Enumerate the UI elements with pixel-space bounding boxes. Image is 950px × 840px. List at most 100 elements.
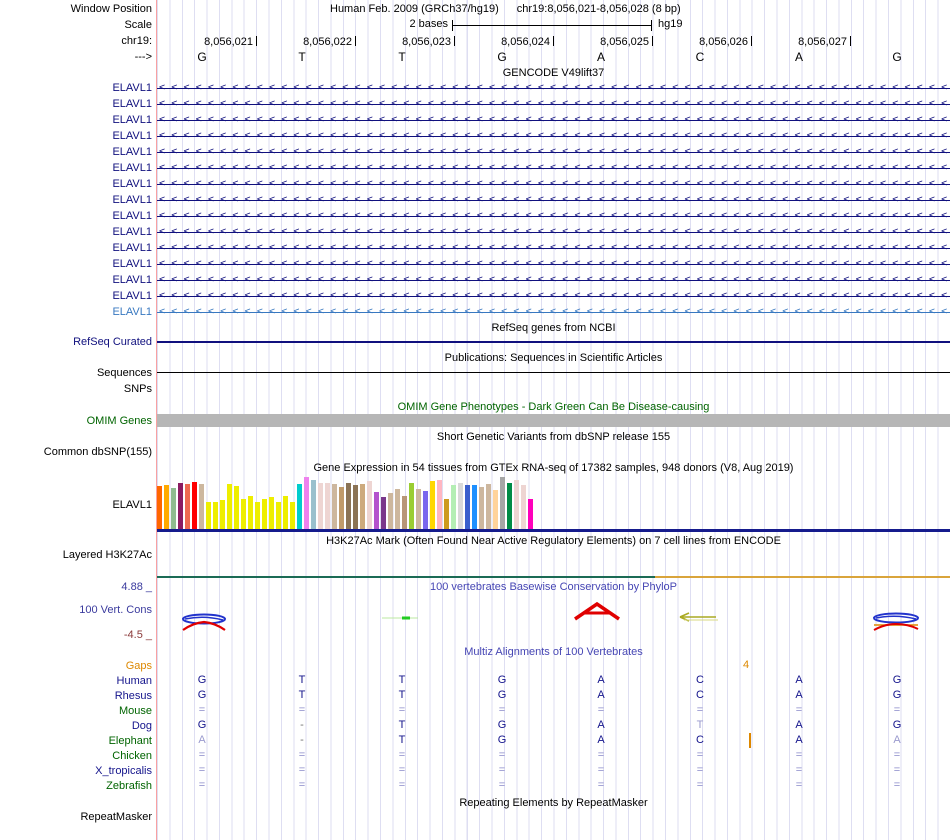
gtex-tissue-bar [276,502,281,529]
gene-transcript-row[interactable]: <<<<<<<<<<<<<<<<<<<<<<<<<<<<<<<<<<<<<<<<… [157,96,950,112]
alignment-base-mouse: = [893,704,901,716]
alignment-base-x_tropicalis: = [398,764,406,776]
gene-transcript-row[interactable]: <<<<<<<<<<<<<<<<<<<<<<<<<<<<<<<<<<<<<<<<… [157,208,950,224]
transcript-line [157,248,950,249]
cons-min-value[interactable]: -4.5 _ [123,629,152,641]
gene-label-light[interactable]: ELAVL1 [112,306,152,318]
transcript-line [157,184,950,185]
gene-transcript-row[interactable]: <<<<<<<<<<<<<<<<<<<<<<<<<<<<<<<<<<<<<<<<… [157,288,950,304]
vert-cons-label[interactable]: 100 Vert. Cons [79,604,152,616]
gene-label[interactable]: ELAVL1 [112,226,152,238]
dbsnp-label[interactable]: Common dbSNP(155) [43,446,152,458]
alignment-base-dog: G [892,719,902,731]
gene-label[interactable]: ELAVL1 [112,258,152,270]
gene-label[interactable]: ELAVL1 [112,130,152,142]
gene-transcript-row[interactable]: <<<<<<<<<<<<<<<<<<<<<<<<<<<<<<<<<<<<<<<<… [157,192,950,208]
species-label[interactable]: Dog [131,720,152,732]
gene-transcript-row[interactable]: <<<<<<<<<<<<<<<<<<<<<<<<<<<<<<<<<<<<<<<<… [157,112,950,128]
scale-label[interactable]: Scale [124,19,152,31]
transcript-direction-arrows: <<<<<<<<<<<<<<<<<<<<<<<<<<<<<<<<<<<<<<<<… [159,162,950,173]
gene-label[interactable]: ELAVL1 [112,82,152,94]
gene-transcript-row[interactable]: <<<<<<<<<<<<<<<<<<<<<<<<<<<<<<<<<<<<<<<<… [157,128,950,144]
assembly-title: Human Feb. 2009 (GRCh37/hg19) [330,3,499,15]
refseq-curated-track-line[interactable] [157,341,950,343]
gtex-tissue-bar [444,499,449,529]
chrom-label[interactable]: chr19: [121,35,152,47]
gene-label[interactable]: ELAVL1 [112,210,152,222]
sequences-track-line[interactable] [157,372,950,373]
gtex-expression-barchart[interactable] [157,477,537,529]
gene-label[interactable]: ELAVL1 [112,178,152,190]
gene-label[interactable]: ELAVL1 [112,274,152,286]
phylop-glyph-3 [574,601,620,621]
species-label[interactable]: Mouse [118,705,152,717]
species-label[interactable]: Human [116,675,152,687]
gene-label[interactable]: ELAVL1 [112,242,152,254]
alignment-base-rhesus: C [696,689,704,701]
gene-label[interactable]: ELAVL1 [112,114,152,126]
alignment-base-dog: - [300,719,304,731]
alignment-base-dog: T [398,719,406,731]
alignment-base-zebrafish: = [198,779,206,791]
h3k27ac-signal-right[interactable] [655,576,950,578]
gtex-tissue-bar [290,502,295,529]
alignment-base-rhesus: T [398,689,406,701]
alignment-base-human: A [795,674,803,686]
reference-base: C [695,50,705,64]
transcript-line [157,88,950,89]
repeatmasker-label[interactable]: RepeatMasker [80,811,152,823]
refseq-curated-label[interactable]: RefSeq Curated [73,336,152,348]
gene-transcript-row[interactable]: <<<<<<<<<<<<<<<<<<<<<<<<<<<<<<<<<<<<<<<<… [157,256,950,272]
transcript-direction-arrows: <<<<<<<<<<<<<<<<<<<<<<<<<<<<<<<<<<<<<<<<… [159,306,950,317]
gene-label[interactable]: ELAVL1 [112,290,152,302]
gtex-tissue-bar [171,488,176,529]
gtex-tissue-bar [311,480,316,529]
gene-transcript-row[interactable]: <<<<<<<<<<<<<<<<<<<<<<<<<<<<<<<<<<<<<<<<… [157,224,950,240]
gtex-tissue-bar [528,499,533,529]
snps-label[interactable]: SNPs [123,383,152,395]
gene-transcript-row[interactable]: <<<<<<<<<<<<<<<<<<<<<<<<<<<<<<<<<<<<<<<<… [157,272,950,288]
alignment-base-x_tropicalis: = [298,764,306,776]
gene-transcript-row[interactable]: <<<<<<<<<<<<<<<<<<<<<<<<<<<<<<<<<<<<<<<<… [157,176,950,192]
refseq-track-title: RefSeq genes from NCBI [491,322,616,334]
coordinate-tick [355,36,356,46]
window-position-label[interactable]: Window Position [70,3,152,15]
h3k27ac-signal-left[interactable] [157,576,655,578]
species-label[interactable]: Zebrafish [106,780,152,792]
h3k27ac-label[interactable]: Layered H3K27Ac [62,549,152,561]
sequences-label[interactable]: Sequences [96,367,152,379]
transcript-direction-arrows: <<<<<<<<<<<<<<<<<<<<<<<<<<<<<<<<<<<<<<<<… [159,146,950,157]
species-label[interactable]: Elephant [108,735,152,747]
coordinate-tick [256,36,257,46]
gtex-tissue-bar [227,484,232,529]
species-label[interactable]: Chicken [112,750,152,762]
gene-transcript-row[interactable]: <<<<<<<<<<<<<<<<<<<<<<<<<<<<<<<<<<<<<<<<… [157,160,950,176]
gene-transcript-row[interactable]: <<<<<<<<<<<<<<<<<<<<<<<<<<<<<<<<<<<<<<<<… [157,144,950,160]
dbsnp-track-title: Short Genetic Variants from dbSNP releas… [436,431,671,443]
gtex-tissue-bar [493,490,498,529]
gene-transcript-row[interactable]: <<<<<<<<<<<<<<<<<<<<<<<<<<<<<<<<<<<<<<<<… [157,80,950,96]
reference-base: G [497,50,507,64]
reference-base: T [398,50,406,64]
gene-transcript-row[interactable]: <<<<<<<<<<<<<<<<<<<<<<<<<<<<<<<<<<<<<<<<… [157,304,950,320]
phylop-glyph-2 [382,616,418,620]
strand-label[interactable]: ---> [134,51,152,63]
omim-genes-label[interactable]: OMIM Genes [86,415,152,427]
coordinate-tick [553,36,554,46]
gtex-gene-label[interactable]: ELAVL1 [112,499,152,511]
gene-label[interactable]: ELAVL1 [112,194,152,206]
gene-label[interactable]: ELAVL1 [112,98,152,110]
gene-label[interactable]: ELAVL1 [112,146,152,158]
cons-max-value[interactable]: 4.88 _ [121,581,152,593]
scale-bar-right-tick [651,20,652,31]
gene-label[interactable]: ELAVL1 [112,162,152,174]
species-label[interactable]: X_tropicalis [95,765,152,777]
omim-gene-bar[interactable] [157,414,950,427]
gene-transcript-row[interactable]: <<<<<<<<<<<<<<<<<<<<<<<<<<<<<<<<<<<<<<<<… [157,240,950,256]
transcript-line [157,264,950,265]
species-label[interactable]: Rhesus [114,690,152,702]
gtex-tissue-bar [360,484,365,529]
alignment-base-human: T [398,674,406,686]
gaps-label[interactable]: Gaps [125,660,152,672]
